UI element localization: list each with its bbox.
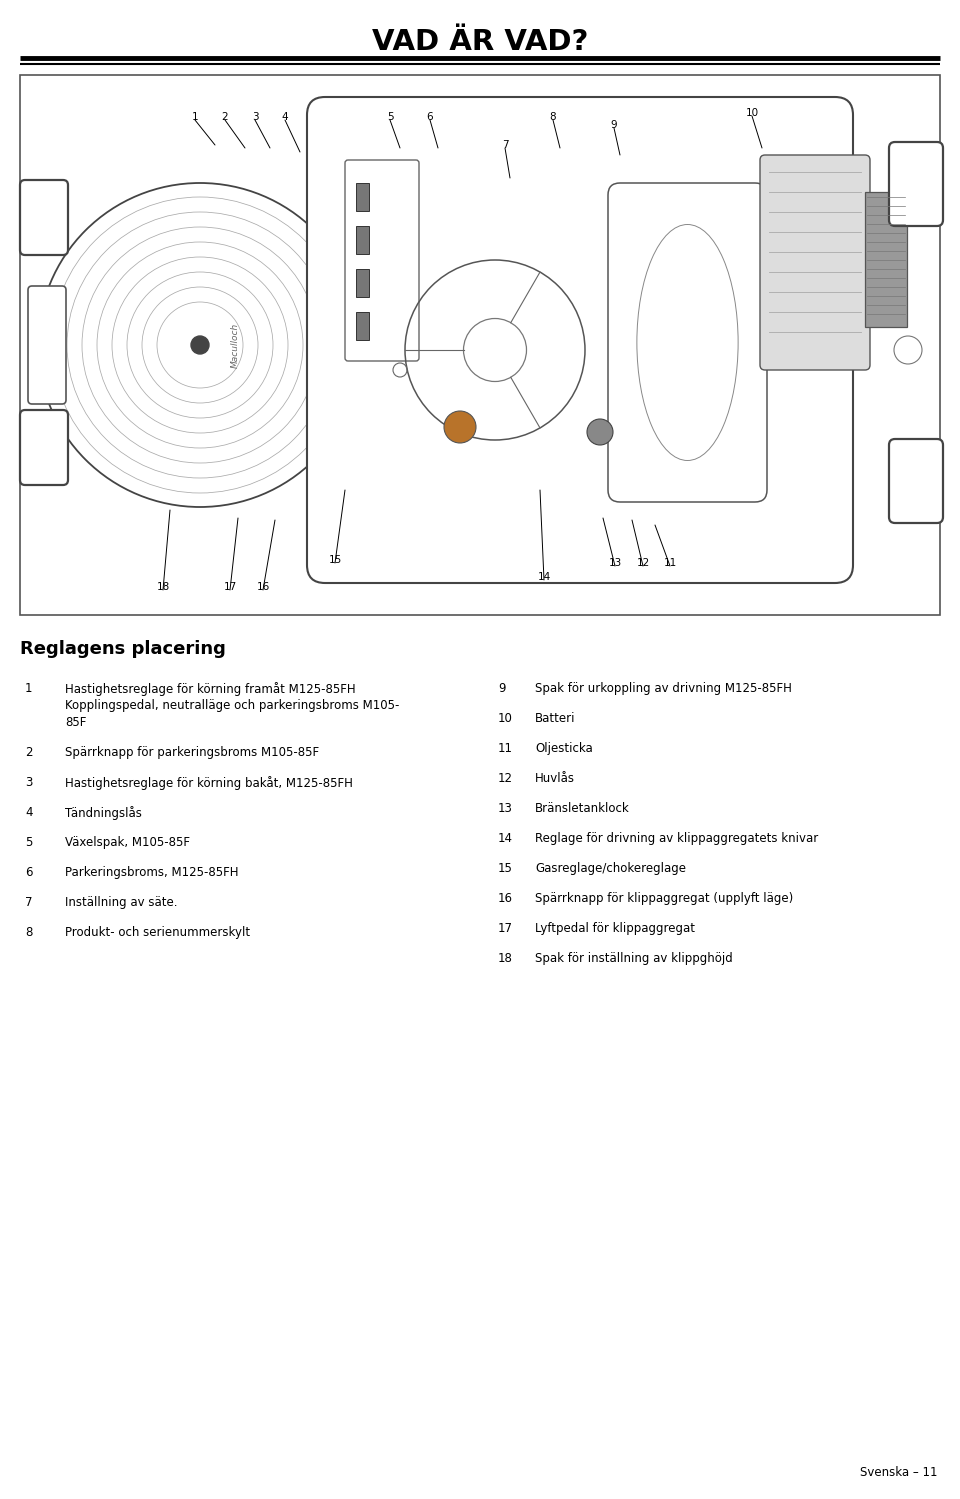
Text: 15: 15 bbox=[498, 862, 513, 875]
FancyBboxPatch shape bbox=[20, 180, 68, 255]
Text: 10: 10 bbox=[745, 108, 758, 118]
Bar bbox=[865, 192, 907, 327]
Text: 2: 2 bbox=[25, 747, 33, 758]
Bar bbox=[356, 183, 369, 211]
Text: Svenska – 11: Svenska – 11 bbox=[860, 1466, 938, 1480]
Text: Gasreglage/chokereglage: Gasreglage/chokereglage bbox=[535, 862, 686, 875]
Text: 8: 8 bbox=[25, 926, 33, 938]
Text: 4: 4 bbox=[25, 806, 33, 818]
Bar bbox=[356, 226, 369, 253]
Text: 8: 8 bbox=[550, 112, 556, 121]
FancyBboxPatch shape bbox=[608, 183, 767, 502]
Text: 15: 15 bbox=[328, 555, 342, 565]
Text: Hastighetsreglage för körning framåt M125-85FH: Hastighetsreglage för körning framåt M12… bbox=[65, 682, 355, 696]
Text: 1: 1 bbox=[25, 682, 33, 696]
Text: Reglagens placering: Reglagens placering bbox=[20, 640, 226, 658]
Text: 17: 17 bbox=[498, 922, 513, 935]
Text: 18: 18 bbox=[156, 582, 170, 592]
Text: Batteri: Batteri bbox=[535, 712, 575, 726]
Text: Inställning av säte.: Inställning av säte. bbox=[65, 896, 178, 908]
FancyBboxPatch shape bbox=[760, 154, 870, 370]
Circle shape bbox=[191, 336, 209, 354]
Text: Växelspak, M105-85F: Växelspak, M105-85F bbox=[65, 836, 190, 848]
Text: Reglage för drivning av klippaggregatets knivar: Reglage för drivning av klippaggregatets… bbox=[535, 832, 818, 845]
Circle shape bbox=[444, 411, 476, 444]
Text: 13: 13 bbox=[609, 558, 622, 568]
Text: 9: 9 bbox=[611, 120, 617, 130]
FancyBboxPatch shape bbox=[345, 160, 419, 361]
Text: 9: 9 bbox=[498, 682, 506, 696]
Text: 16: 16 bbox=[498, 892, 513, 905]
Text: 12: 12 bbox=[636, 558, 650, 568]
Text: 11: 11 bbox=[498, 742, 513, 755]
Text: 3: 3 bbox=[252, 112, 258, 121]
Text: 3: 3 bbox=[25, 776, 33, 788]
Text: Produkt- och serienummerskylt: Produkt- och serienummerskylt bbox=[65, 926, 251, 938]
Text: 5: 5 bbox=[25, 836, 33, 848]
Text: Bränsletanklock: Bränsletanklock bbox=[535, 802, 630, 815]
Text: 1: 1 bbox=[192, 112, 199, 121]
Text: Spak för urkoppling av drivning M125-85FH: Spak för urkoppling av drivning M125-85F… bbox=[535, 682, 792, 696]
Text: 16: 16 bbox=[256, 582, 270, 592]
Text: 6: 6 bbox=[426, 112, 433, 121]
Text: 12: 12 bbox=[498, 772, 513, 785]
Text: 18: 18 bbox=[498, 952, 513, 965]
Text: VAD ÄR VAD?: VAD ÄR VAD? bbox=[372, 28, 588, 55]
Text: 85F: 85F bbox=[65, 717, 86, 729]
Text: 2: 2 bbox=[222, 112, 228, 121]
FancyBboxPatch shape bbox=[307, 97, 853, 583]
FancyBboxPatch shape bbox=[28, 286, 66, 405]
Text: 5: 5 bbox=[387, 112, 394, 121]
FancyBboxPatch shape bbox=[889, 142, 943, 226]
Text: 14: 14 bbox=[498, 832, 513, 845]
Text: Spak för inställning av klippghöjd: Spak för inställning av klippghöjd bbox=[535, 952, 732, 965]
Text: Hastighetsreglage för körning bakåt, M125-85FH: Hastighetsreglage för körning bakåt, M12… bbox=[65, 776, 353, 790]
Text: 7: 7 bbox=[502, 139, 508, 150]
Text: 6: 6 bbox=[25, 866, 33, 878]
Bar bbox=[356, 268, 369, 297]
Text: Parkeringsbroms, M125-85FH: Parkeringsbroms, M125-85FH bbox=[65, 866, 238, 878]
Text: 14: 14 bbox=[538, 573, 551, 582]
Text: Huvlås: Huvlås bbox=[535, 772, 575, 785]
Bar bbox=[356, 312, 369, 340]
Bar bbox=[20, 75, 940, 615]
Text: Maculloch: Maculloch bbox=[230, 322, 239, 367]
Text: 7: 7 bbox=[25, 896, 33, 908]
Text: Spärrknapp för klippaggregat (upplyft läge): Spärrknapp för klippaggregat (upplyft lä… bbox=[535, 892, 793, 905]
Text: 13: 13 bbox=[498, 802, 513, 815]
Text: Oljesticka: Oljesticka bbox=[535, 742, 592, 755]
Text: 10: 10 bbox=[498, 712, 513, 726]
FancyBboxPatch shape bbox=[889, 439, 943, 523]
FancyBboxPatch shape bbox=[20, 411, 68, 486]
Text: Kopplingspedal, neutralläge och parkeringsbroms M105-: Kopplingspedal, neutralläge och parkerin… bbox=[65, 699, 399, 712]
Text: 17: 17 bbox=[224, 582, 236, 592]
Text: 4: 4 bbox=[281, 112, 288, 121]
Text: Spärrknapp för parkeringsbroms M105-85F: Spärrknapp för parkeringsbroms M105-85F bbox=[65, 747, 319, 758]
Text: Lyftpedal för klippaggregat: Lyftpedal för klippaggregat bbox=[535, 922, 695, 935]
Text: 11: 11 bbox=[663, 558, 677, 568]
Text: Tändningslås: Tändningslås bbox=[65, 806, 142, 820]
Circle shape bbox=[587, 420, 613, 445]
